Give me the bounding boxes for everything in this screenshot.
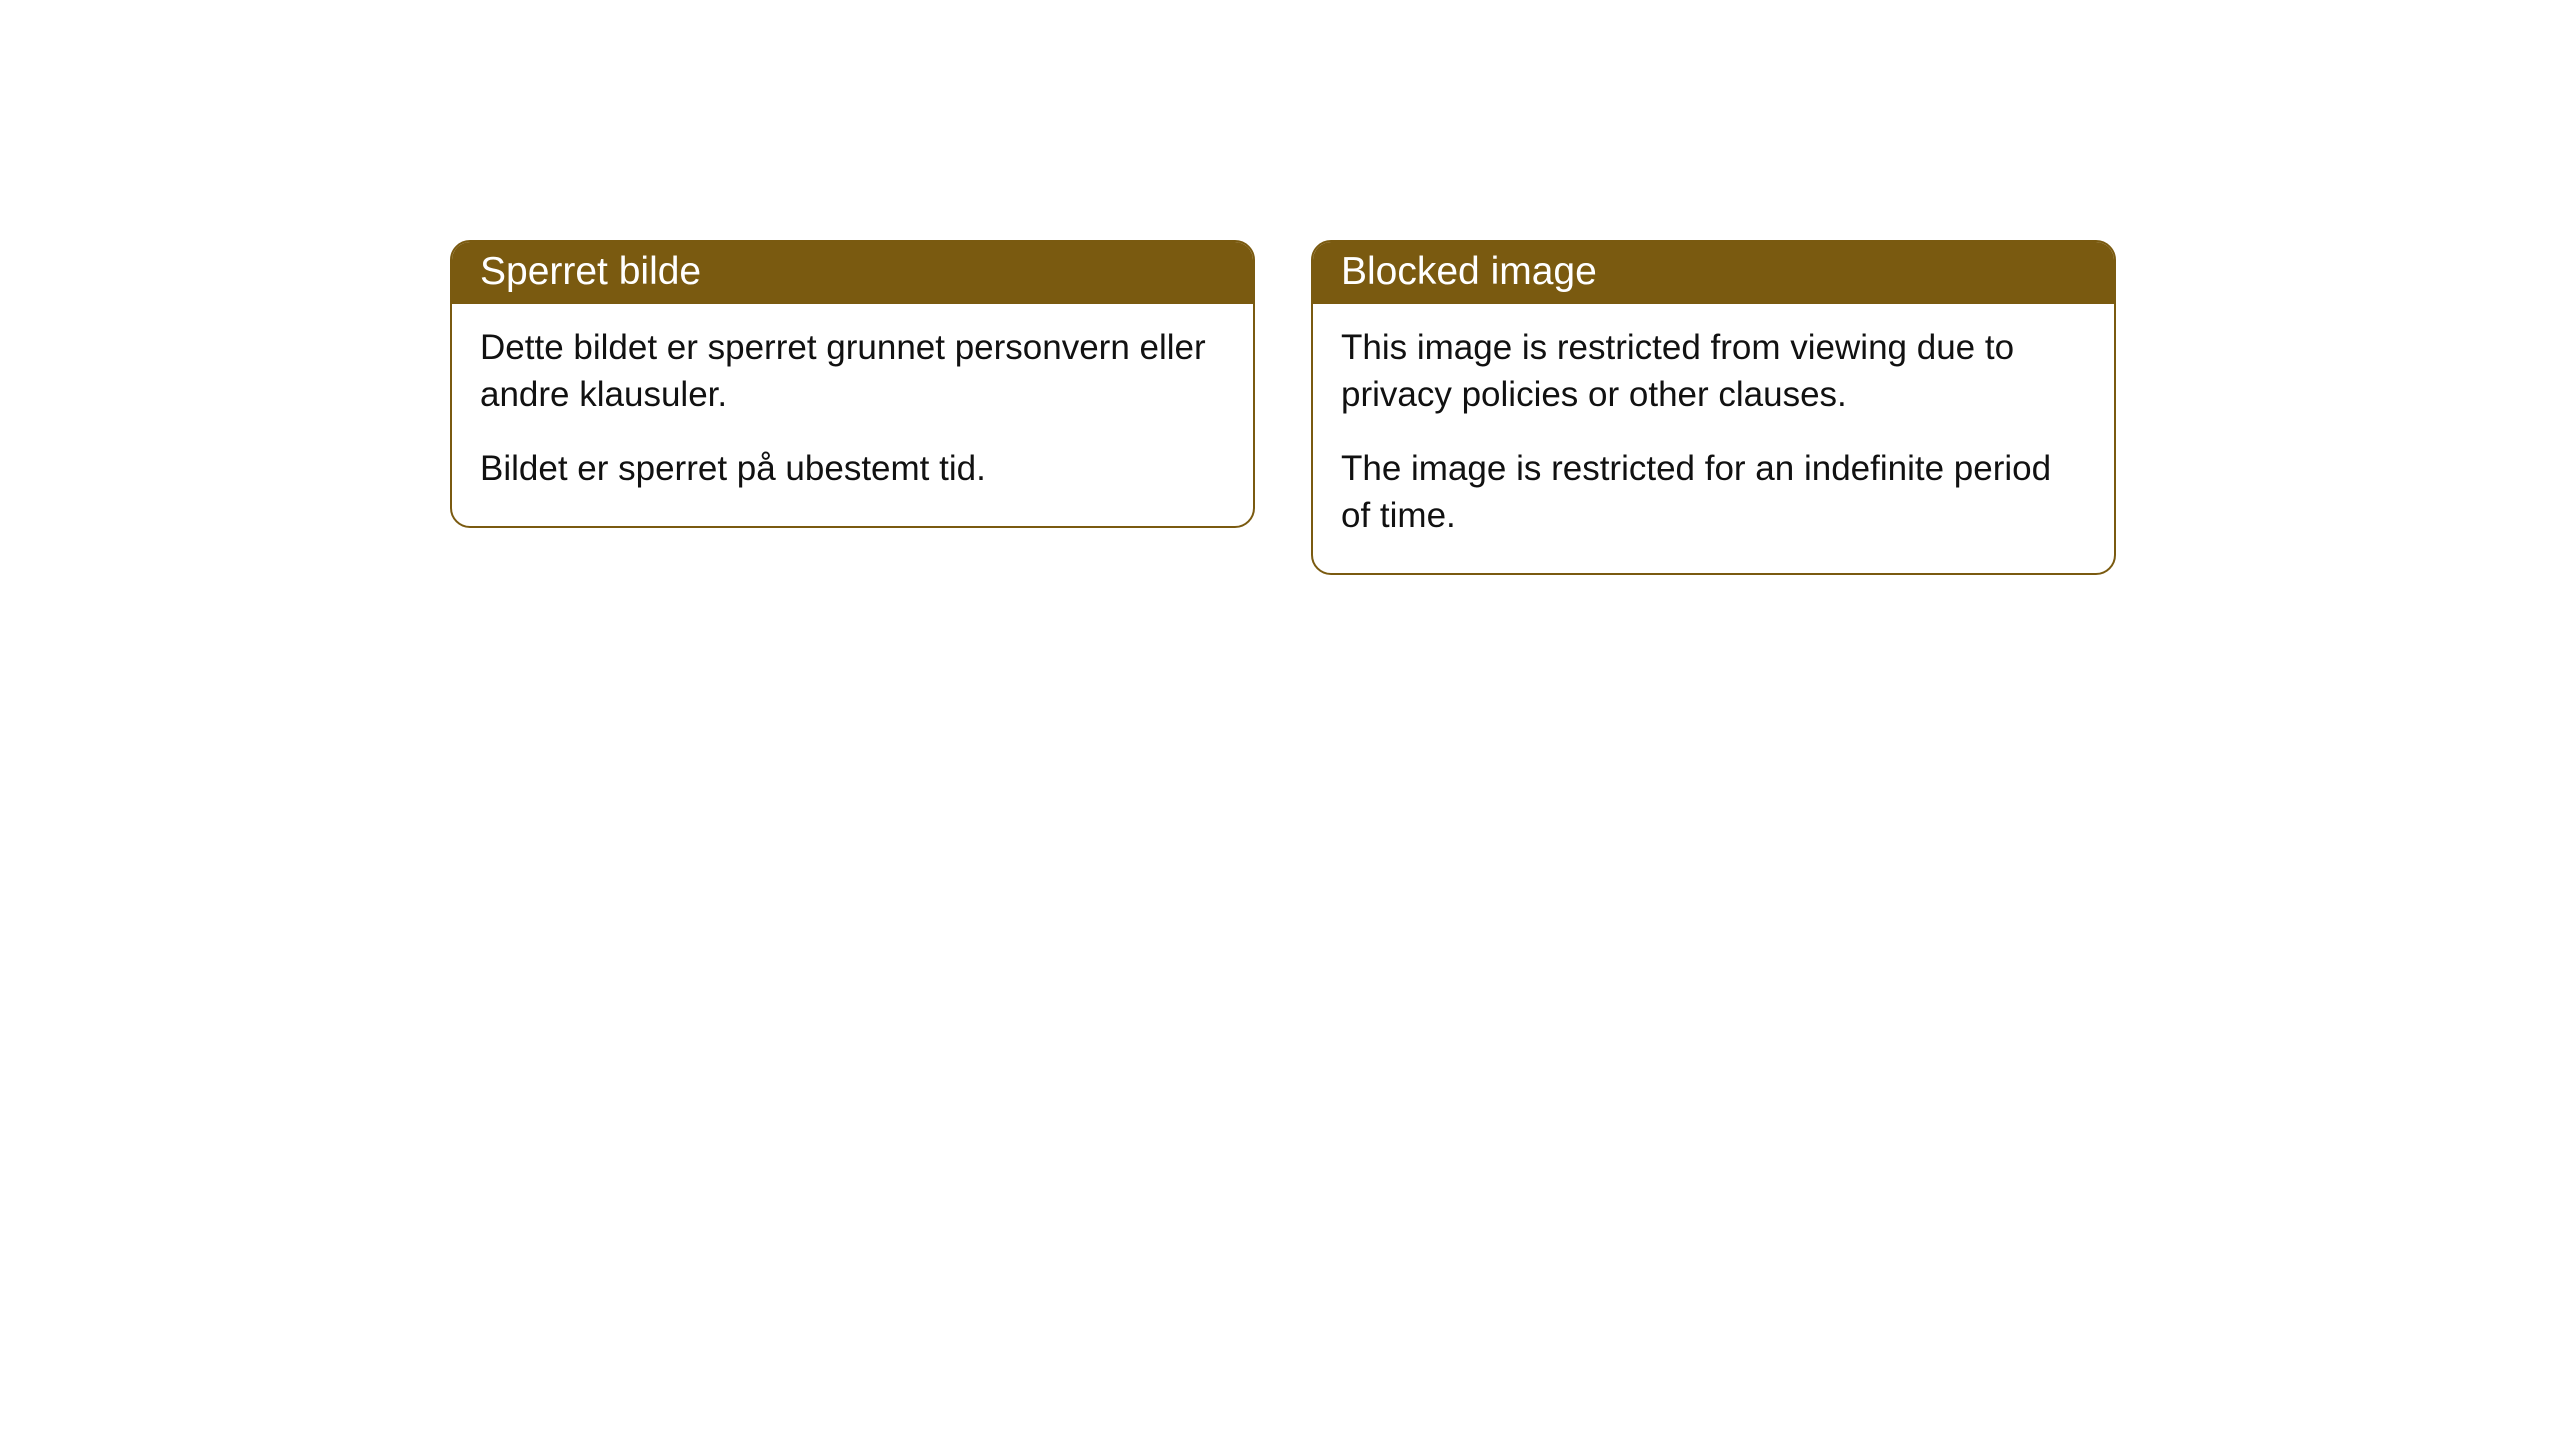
card-header: Blocked image [1313, 242, 2114, 304]
card-paragraph: The image is restricted for an indefinit… [1341, 445, 2086, 540]
card-paragraph: Dette bildet er sperret grunnet personve… [480, 324, 1225, 419]
card-title: Blocked image [1341, 250, 1597, 293]
card-paragraph: Bildet er sperret på ubestemt tid. [480, 445, 1225, 492]
card-body: Dette bildet er sperret grunnet personve… [452, 304, 1253, 526]
card-paragraph: This image is restricted from viewing du… [1341, 324, 2086, 419]
blocked-image-card-en: Blocked image This image is restricted f… [1311, 240, 2116, 575]
card-body: This image is restricted from viewing du… [1313, 304, 2114, 573]
card-title: Sperret bilde [480, 250, 701, 293]
card-header: Sperret bilde [452, 242, 1253, 304]
blocked-image-card-no: Sperret bilde Dette bildet er sperret gr… [450, 240, 1255, 528]
